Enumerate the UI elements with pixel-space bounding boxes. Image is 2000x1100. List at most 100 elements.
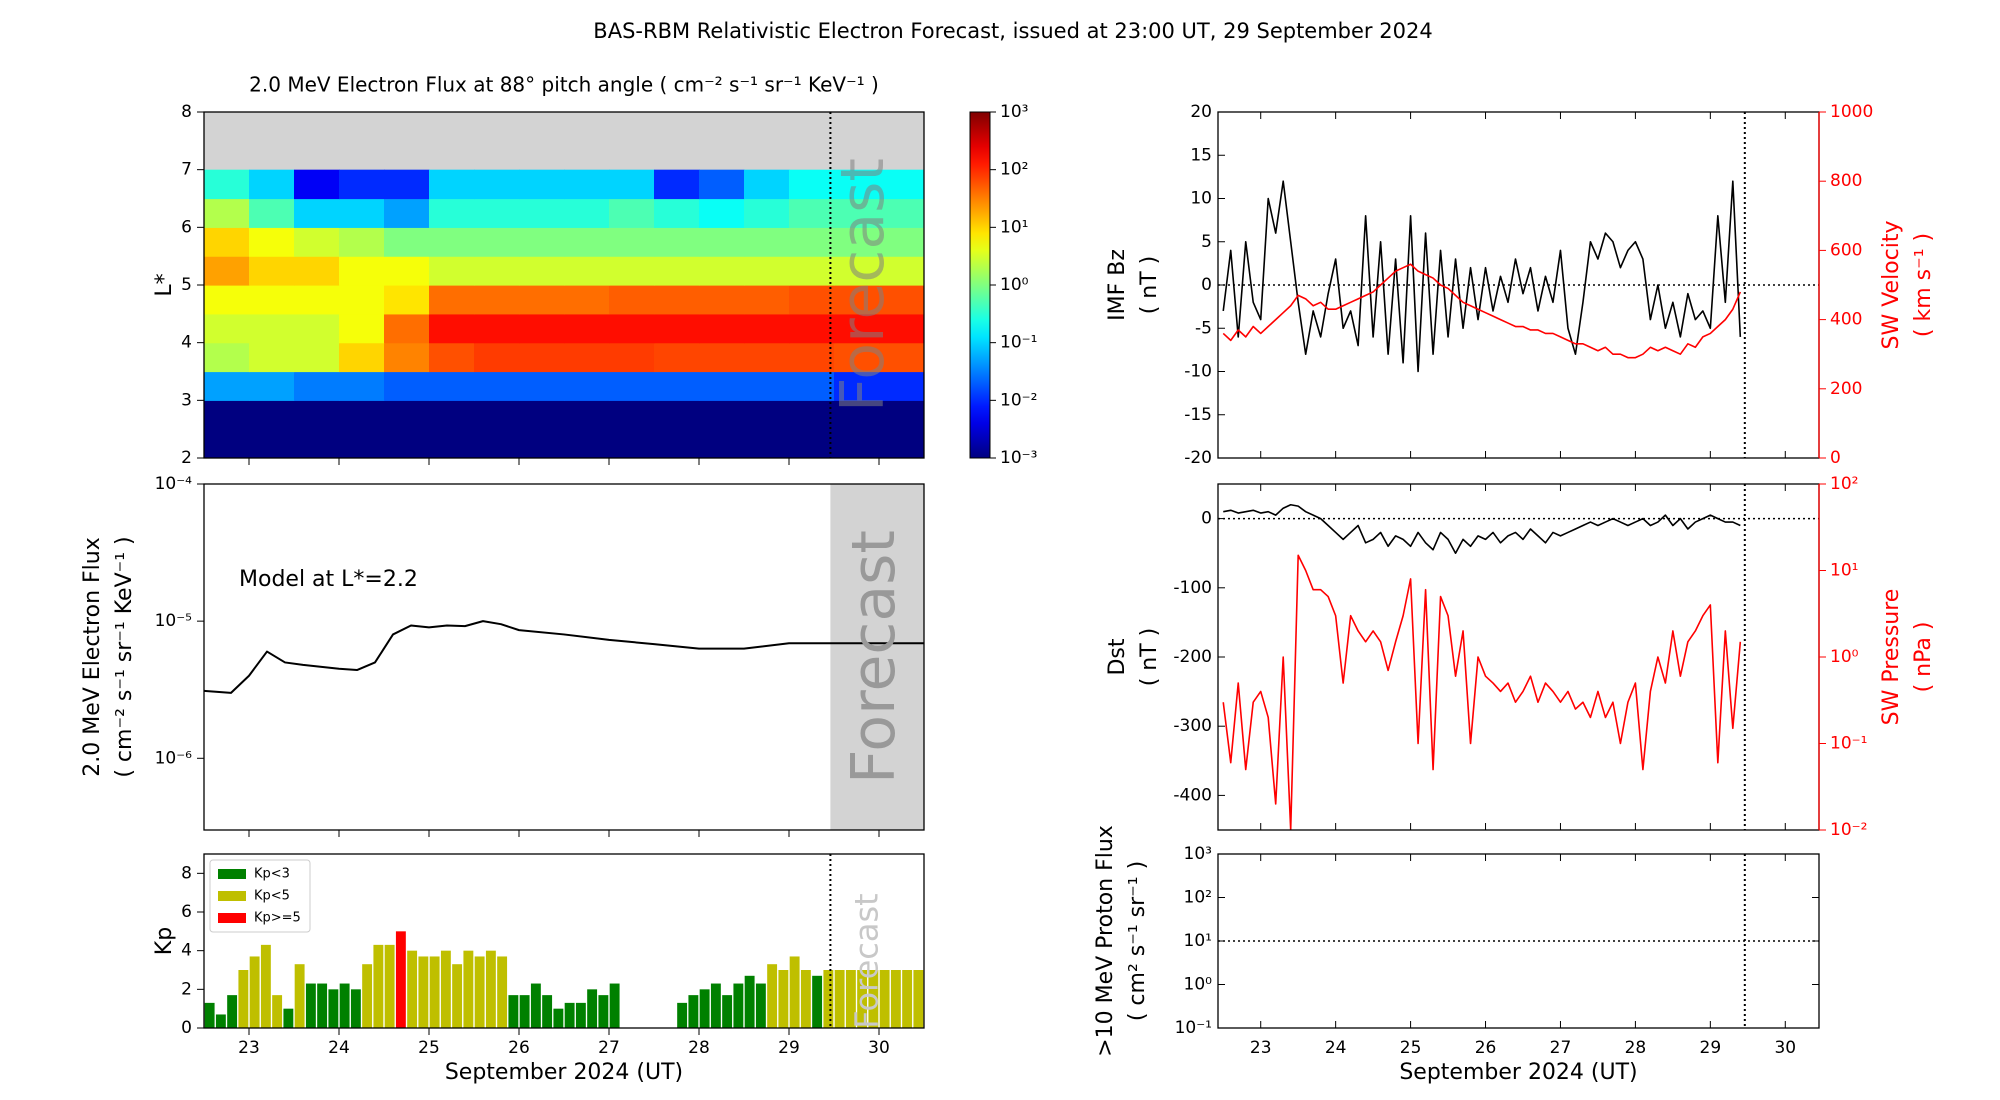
panel: -400 -300 -200 -100 0 10⁻² 10⁻¹ 10⁰ 10¹ 10² Dst ( n… [1105,474,1936,840]
kp-bar [823,970,834,1028]
heat-cell [699,256,745,286]
kp-bar [249,956,260,1028]
series-line [204,620,924,694]
heat-cell [339,169,385,200]
x-tick-label: 25 [1400,1038,1422,1058]
heat-cell [879,342,924,373]
y-tick-label: -5 [1195,318,1212,338]
y-tick-label: 6 [181,902,192,922]
legend-swatch [218,913,246,923]
kp-bar [384,944,395,1028]
y-tick-label: 0 [1201,275,1212,295]
heat-cell [429,256,475,286]
y2-tick-label: 10⁰ [1830,647,1859,667]
legend-swatch [218,869,246,879]
kp-bar [609,983,620,1028]
heat-cell [519,256,565,286]
panel: Forecast Model at L*=2.2 10⁻⁶ 10⁻⁵ 10⁻⁴ 2.0 M… [80,474,925,837]
heat-cell [384,429,430,458]
kp-bar [497,956,508,1028]
heat-cell [609,429,655,458]
y-axis-label: ( cm² s⁻¹ sr⁻¹ ) [1125,861,1150,1021]
kp-bar [688,995,699,1028]
heat-cell [339,313,385,344]
x-tick-label: 24 [328,1038,350,1058]
forecast-label: Forecast [828,158,898,412]
y2-tick-label: 1000 [1830,102,1873,122]
y-axis-label: Kp [152,927,177,955]
heat-cell [789,371,835,401]
series-line [1223,503,1741,554]
y2-axis-label: SW Pressure [1879,589,1904,726]
heat-cell [429,227,475,257]
heat-cell [429,429,475,458]
x-tick-label: 23 [238,1038,260,1058]
y-tick-label: 10³ [1184,844,1212,864]
kp-bar [542,995,553,1028]
heat-cell [249,169,295,200]
heat-cell [204,313,250,344]
y-tick-label: 0 [181,1018,192,1038]
heat-cell [834,371,880,401]
x-tick-label: 28 [688,1038,710,1058]
heat-cell [564,227,610,257]
heat-cell [789,342,835,373]
y-axis-label: Dst [1105,638,1130,675]
heat-cell [609,227,655,257]
heat-cell [474,227,520,257]
heat-cell [654,227,700,257]
heat-cell [609,285,655,315]
heat-cell [204,198,250,228]
heat-cell [519,169,565,200]
heat-cell [384,342,430,373]
x-tick-label: 28 [1625,1038,1647,1058]
x-tick-label: 25 [418,1038,440,1058]
heat-cell [744,429,790,458]
kp-bar [260,944,271,1028]
kp-bar [362,964,373,1028]
heat-cell [564,285,610,315]
cbar-tick-label: 10⁻¹ [1000,333,1037,353]
y2-tick-label: 600 [1830,240,1862,260]
series-line [1222,180,1742,373]
panel-title: 2.0 MeV Electron Flux at 88° pitch angle… [249,73,879,97]
y2-tick-label: 200 [1830,379,1862,399]
kp-bar [339,983,350,1028]
heat-cell [204,400,250,430]
plot-area [204,854,924,1028]
heat-cell [609,313,655,344]
heat-cell [564,400,610,430]
heat-cell [564,169,610,200]
y2-tick-label: 0 [1830,448,1841,468]
kp-bar [238,970,249,1028]
axes-frame [203,853,925,1029]
heat-cell [789,256,835,286]
heat-cell [879,285,924,315]
heat-cell [789,429,835,458]
heat-cell [204,285,250,315]
x-tick-label: 26 [1475,1038,1497,1058]
heat-cell [339,227,385,257]
heat-cell [204,227,250,257]
heat-cell [654,371,700,401]
x-tick-label: 30 [1774,1038,1796,1058]
heat-cell [204,371,250,401]
heat-cell [384,313,430,344]
heat-cell [654,198,700,228]
y-tick-label: 7 [181,160,192,180]
heat-cell [699,313,745,344]
y-axis-label: ( nT ) [1137,256,1162,315]
y-tick-label: 2 [181,448,192,468]
x-tick-label: 26 [508,1038,530,1058]
kp-bar [429,956,440,1028]
kp-bar [913,970,924,1028]
y-axis-label: IMF Bz [1105,249,1130,321]
heat-cell [249,313,295,344]
heat-cell [384,400,430,430]
y-axis-label: L* [152,273,177,296]
y-tick-label: 10² [1184,888,1212,908]
heat-cell [474,400,520,430]
heat-cell [609,256,655,286]
x-tick-label: 27 [598,1038,620,1058]
